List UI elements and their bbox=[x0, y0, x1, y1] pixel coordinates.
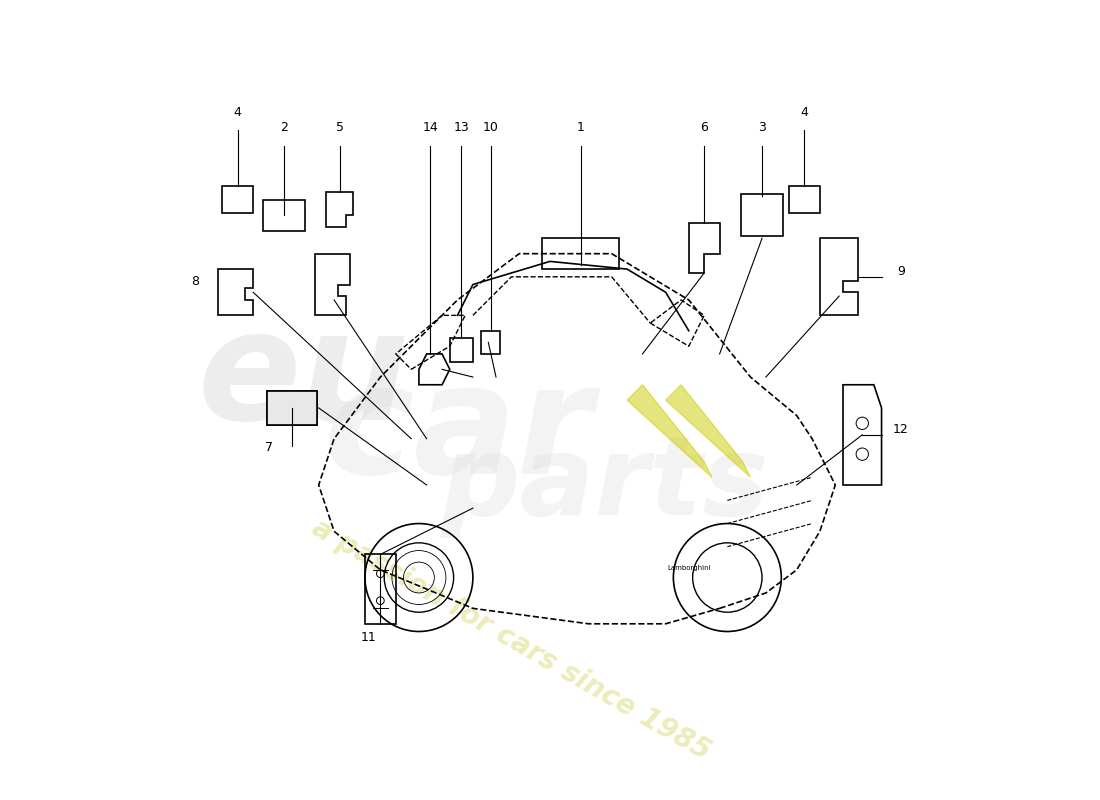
Text: 1: 1 bbox=[576, 121, 585, 134]
Text: 13: 13 bbox=[453, 121, 470, 134]
Text: 8: 8 bbox=[191, 275, 199, 288]
Bar bbox=[542, 238, 619, 269]
Bar bbox=[222, 186, 253, 214]
Bar bbox=[789, 186, 820, 214]
Polygon shape bbox=[666, 385, 750, 478]
Bar bbox=[263, 200, 305, 230]
Text: parts: parts bbox=[440, 431, 768, 538]
Text: 6: 6 bbox=[701, 121, 708, 134]
Text: 4: 4 bbox=[234, 106, 242, 118]
Text: Lamborghini: Lamborghini bbox=[667, 565, 711, 571]
Text: 3: 3 bbox=[758, 121, 766, 134]
Text: 5: 5 bbox=[337, 121, 344, 134]
Text: eu: eu bbox=[197, 302, 409, 451]
Text: 2: 2 bbox=[280, 121, 288, 134]
Text: 10: 10 bbox=[483, 121, 498, 134]
Bar bbox=[266, 390, 317, 426]
Text: 12: 12 bbox=[893, 423, 909, 437]
Bar bbox=[266, 390, 317, 426]
Text: 9: 9 bbox=[896, 266, 905, 278]
Text: 14: 14 bbox=[422, 121, 439, 134]
Polygon shape bbox=[627, 385, 712, 478]
Text: 11: 11 bbox=[361, 631, 376, 645]
Bar bbox=[740, 194, 783, 236]
Text: 4: 4 bbox=[801, 106, 808, 118]
Text: a passion for cars since 1985: a passion for cars since 1985 bbox=[307, 514, 716, 765]
Text: car: car bbox=[323, 357, 592, 506]
Text: 7: 7 bbox=[265, 441, 273, 454]
